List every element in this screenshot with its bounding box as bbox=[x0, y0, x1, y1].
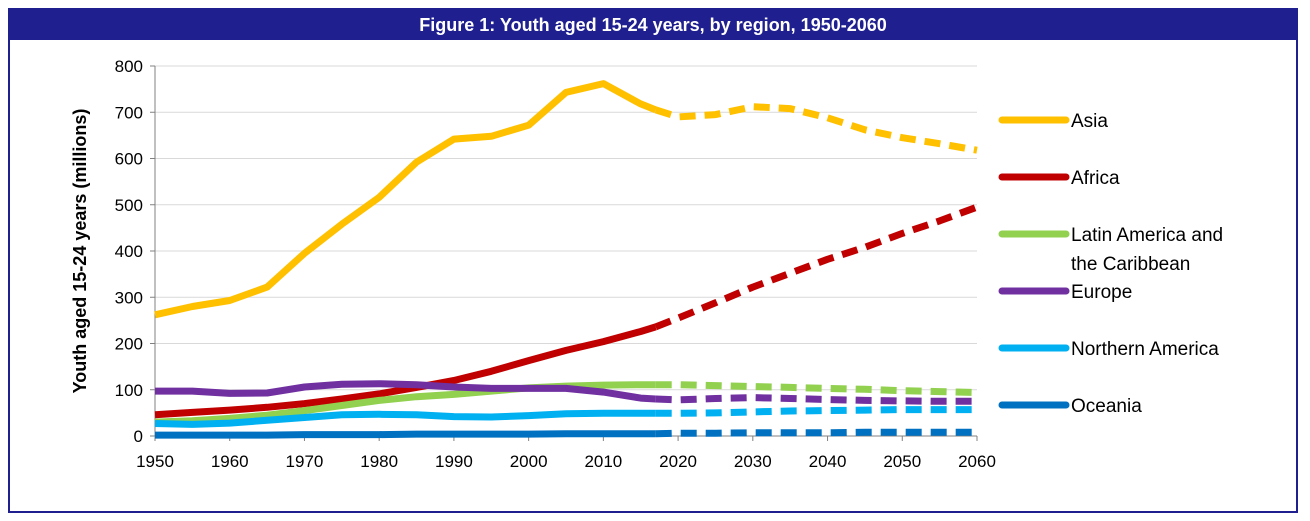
y-tick-label: 300 bbox=[115, 288, 143, 307]
x-tick-label: 2020 bbox=[659, 452, 697, 471]
legend-label-latin-america-and-the-caribbean: Latin America and the Caribbean bbox=[1071, 225, 1223, 275]
series-line-africa-projected bbox=[654, 203, 979, 331]
series-line-latin-america-and-the-caribbean-projected bbox=[655, 381, 978, 396]
legend-label-africa: Africa bbox=[1071, 168, 1120, 189]
x-tick-label: 1960 bbox=[211, 452, 249, 471]
x-tick-label: 1990 bbox=[435, 452, 473, 471]
gridlines bbox=[155, 65, 977, 391]
series-line-northern-america-projected bbox=[655, 406, 977, 417]
y-tick-label: 800 bbox=[115, 57, 143, 76]
x-tick-label: 2040 bbox=[809, 452, 847, 471]
series-line-oceania-projected bbox=[655, 428, 977, 438]
x-tick-label: 2060 bbox=[958, 452, 996, 471]
series-line-latin-america-and-the-caribbean-observed bbox=[154, 381, 656, 426]
series-line-europe-observed bbox=[155, 380, 656, 403]
y-tick-label: 600 bbox=[115, 150, 143, 169]
series-line-northern-america-observed bbox=[154, 409, 656, 428]
x-tick-label: 2030 bbox=[734, 452, 772, 471]
tick-labels: 0 100 200 300 400 500 600 700 800 1950 1960 1970 198… bbox=[115, 57, 996, 471]
x-tick-label: 1980 bbox=[360, 452, 398, 471]
x-tick-label: 2010 bbox=[584, 452, 622, 471]
y-tick-label: 400 bbox=[115, 242, 143, 261]
series-line-asia-projected bbox=[654, 103, 978, 154]
series-line-oceania-observed bbox=[155, 430, 656, 439]
legend: Asia Africa Latin America and the Caribbean… bbox=[998, 111, 1223, 417]
series-line-europe-projected bbox=[655, 394, 977, 405]
series-lines bbox=[154, 80, 979, 439]
y-axis-title: Youth aged 15-24 years (millions) bbox=[70, 109, 90, 394]
x-tick-label: 1950 bbox=[136, 452, 174, 471]
legend-label-europe: Europe bbox=[1071, 282, 1132, 303]
series-line-africa-observed bbox=[154, 323, 657, 419]
x-tick-label: 2050 bbox=[883, 452, 921, 471]
y-tick-label: 100 bbox=[115, 381, 143, 400]
y-tick-label: 500 bbox=[115, 196, 143, 215]
y-tick-label: 0 bbox=[134, 427, 143, 446]
y-tick-label: 700 bbox=[115, 103, 143, 122]
legend-label-northern-america: Northern America bbox=[1071, 339, 1219, 360]
figure-frame: Figure 1: Youth aged 15-24 years, by reg… bbox=[8, 8, 1298, 513]
y-tick-label: 200 bbox=[115, 335, 143, 354]
x-tick-label: 2000 bbox=[510, 452, 548, 471]
legend-label-asia: Asia bbox=[1071, 111, 1108, 132]
chart-title: Figure 1: Youth aged 15-24 years, by reg… bbox=[10, 10, 1296, 40]
series-line-asia-observed bbox=[154, 80, 657, 319]
x-tick-label: 1970 bbox=[286, 452, 324, 471]
legend-label-oceania: Oceania bbox=[1071, 396, 1142, 417]
